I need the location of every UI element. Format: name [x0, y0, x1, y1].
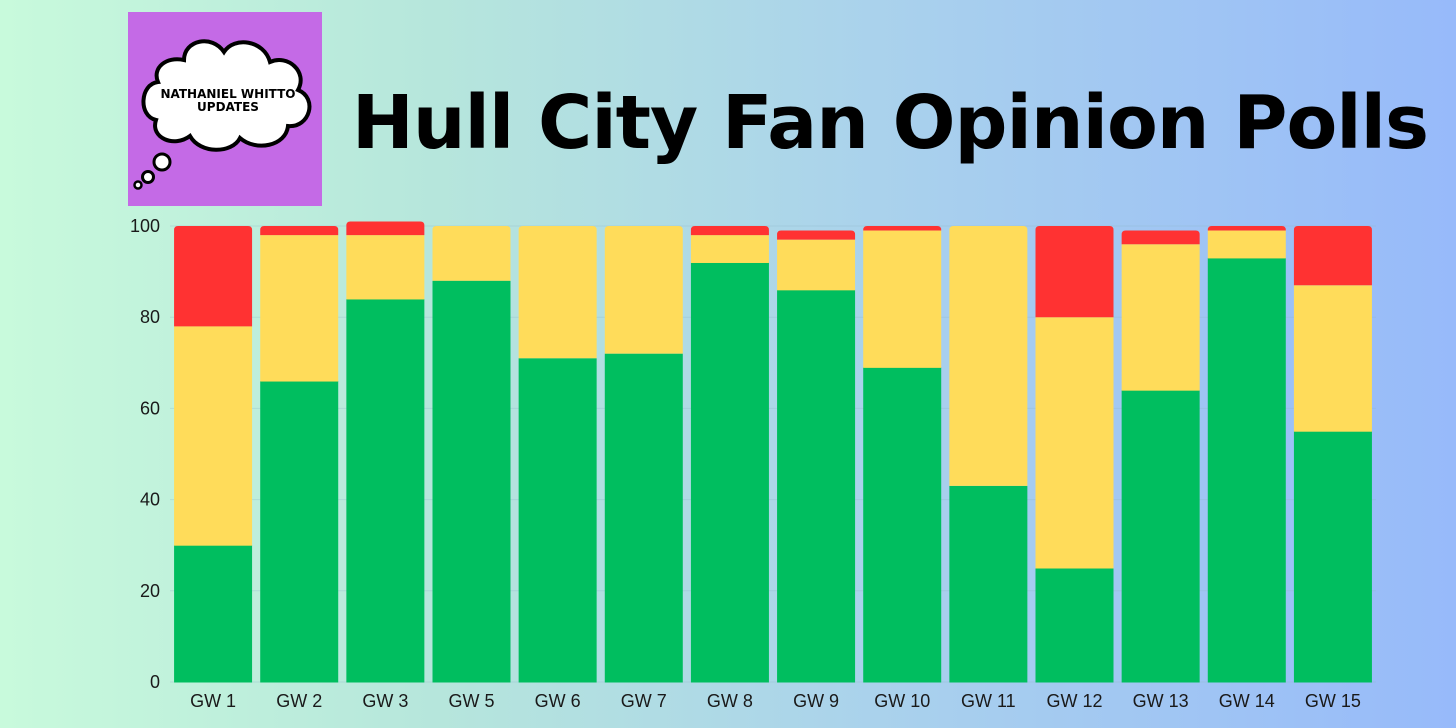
x-tick-label: GW 5: [448, 691, 494, 711]
y-tick-label: 40: [140, 490, 160, 510]
bar-segment: [432, 280, 511, 683]
bar-segment: [1293, 285, 1372, 432]
bar-segment: [260, 235, 339, 382]
bar-segment: [1035, 568, 1114, 683]
logo: NATHANIEL WHITTO UPDATES: [128, 12, 322, 206]
y-tick-label: 80: [140, 307, 160, 327]
bar-segment: [346, 298, 425, 683]
x-tick-label: GW 10: [874, 691, 930, 711]
x-tick-label: GW 8: [707, 691, 753, 711]
bar-segment: [777, 289, 856, 683]
bar-segment: [518, 226, 597, 359]
x-tick-label: GW 11: [961, 691, 1016, 711]
x-axis: GW 1 GW 2 GW 3 GW 5 GW 6 GW 7 GW 8 GW 9 GW 10 GW …: [190, 691, 1361, 711]
y-tick-label: 100: [130, 216, 160, 236]
bar-segment: [863, 226, 942, 231]
bar-segment: [777, 239, 856, 291]
bar-segment: [174, 326, 253, 546]
x-tick-label: GW 15: [1305, 691, 1361, 711]
bar-segment: [174, 226, 253, 327]
bar-segment: [1035, 317, 1114, 569]
x-tick-label: GW 1: [190, 691, 236, 711]
y-tick-label: 20: [140, 581, 160, 601]
bar-segment: [1121, 244, 1200, 391]
bar-segment: [863, 230, 942, 368]
bar-segment: [863, 367, 942, 683]
bar-segment: [604, 353, 683, 683]
bar-segment: [1121, 390, 1200, 683]
y-axis: 0 20 40 60 80 100: [130, 216, 160, 692]
bar-segment: [518, 358, 597, 683]
bars: [174, 221, 1372, 683]
bar-segment: [949, 485, 1028, 683]
x-tick-label: GW 9: [793, 691, 839, 711]
x-tick-label: GW 7: [621, 691, 667, 711]
bar-segment: [1293, 226, 1372, 286]
bar-segment: [690, 262, 769, 683]
bar-segment: [260, 381, 339, 683]
x-tick-label: GW 14: [1219, 691, 1275, 711]
bar-segment: [260, 226, 339, 236]
bar-segment: [1035, 226, 1114, 318]
bar-segment: [1207, 257, 1286, 683]
bar-segment: [777, 230, 856, 240]
bar-segment: [690, 226, 769, 236]
y-tick-label: 60: [140, 398, 160, 418]
page-title: Hull City Fan Opinion Polls: [351, 80, 1429, 166]
thought-cloud-icon: [133, 39, 312, 190]
bar-segment: [432, 226, 511, 281]
x-tick-label: GW 6: [535, 691, 581, 711]
bar-segment: [1207, 226, 1286, 231]
x-tick-label: GW 12: [1046, 691, 1102, 711]
bar-segment: [174, 545, 253, 683]
bar-segment: [949, 226, 1028, 486]
y-tick-label: 0: [150, 672, 160, 692]
x-tick-label: GW 2: [276, 691, 322, 711]
x-tick-label: GW 3: [362, 691, 408, 711]
bar-segment: [1293, 431, 1372, 683]
logo-text: NATHANIEL WHITTO UPDATES: [160, 87, 296, 114]
bar-segment: [346, 235, 425, 300]
bar-segment: [604, 226, 683, 354]
bar-segment: [1207, 230, 1286, 259]
bar-segment: [346, 221, 425, 236]
bar-segment: [1121, 230, 1200, 245]
bar-segment: [690, 235, 769, 263]
x-tick-label: GW 13: [1133, 691, 1189, 711]
